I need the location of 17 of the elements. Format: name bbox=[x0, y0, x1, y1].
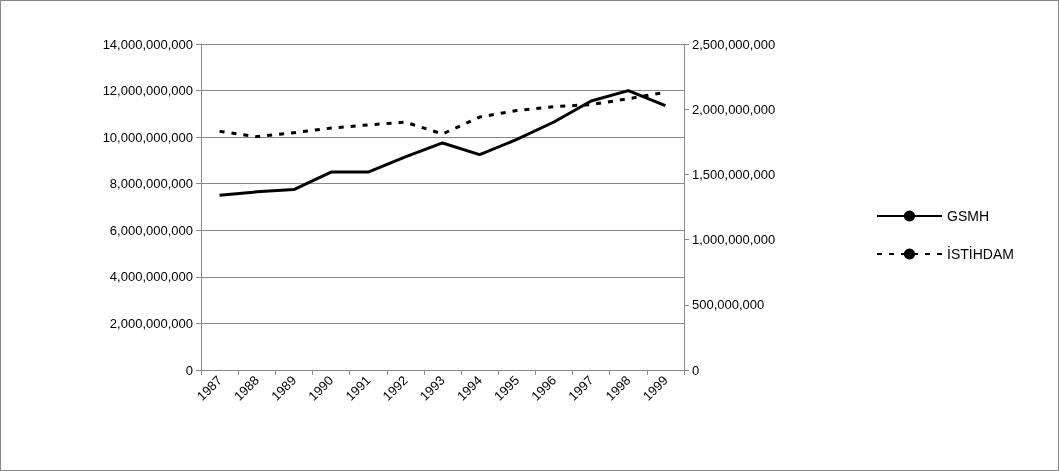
y-tick-label: 12,000,000,000 bbox=[102, 83, 193, 99]
y2-tick-label: 2,500,000,000 bbox=[692, 36, 776, 52]
y-tick-label: 6,000,000,000 bbox=[109, 222, 193, 238]
legend-label: İSTİHDAM bbox=[947, 245, 1014, 262]
y-tick-label: 10,000,000,000 bbox=[102, 129, 193, 145]
y-tick-label: 0 bbox=[185, 362, 193, 378]
y2-tick-label: 0 bbox=[692, 362, 700, 378]
legend-label: GSMH bbox=[947, 208, 989, 224]
y-tick-label: 4,000,000,000 bbox=[109, 269, 193, 285]
y2-tick-label: 1,000,000,000 bbox=[692, 232, 776, 248]
y-tick-label: 14,000,000,000 bbox=[102, 36, 193, 52]
y2-tick-label: 2,000,000,000 bbox=[692, 101, 776, 117]
y2-tick-label: 1,500,000,000 bbox=[692, 166, 776, 182]
y-tick-label: 2,000,000,000 bbox=[109, 315, 193, 331]
line-series bbox=[218, 89, 667, 197]
y2-tick-label: 500,000,000 bbox=[692, 297, 765, 313]
y-tick-label: 8,000,000,000 bbox=[109, 176, 193, 192]
